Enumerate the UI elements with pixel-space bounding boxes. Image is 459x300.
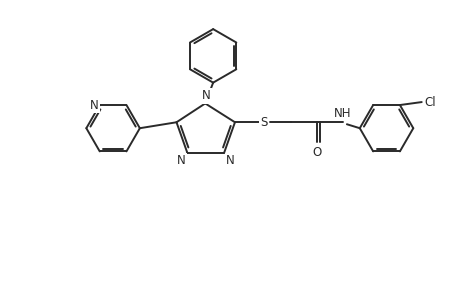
Text: N: N bbox=[225, 154, 234, 167]
Text: S: S bbox=[259, 116, 267, 129]
Text: N: N bbox=[202, 89, 210, 102]
Text: Cl: Cl bbox=[424, 96, 435, 109]
Text: NH: NH bbox=[334, 107, 351, 120]
Text: N: N bbox=[176, 154, 185, 167]
Text: O: O bbox=[312, 146, 321, 159]
Text: N: N bbox=[90, 98, 99, 112]
